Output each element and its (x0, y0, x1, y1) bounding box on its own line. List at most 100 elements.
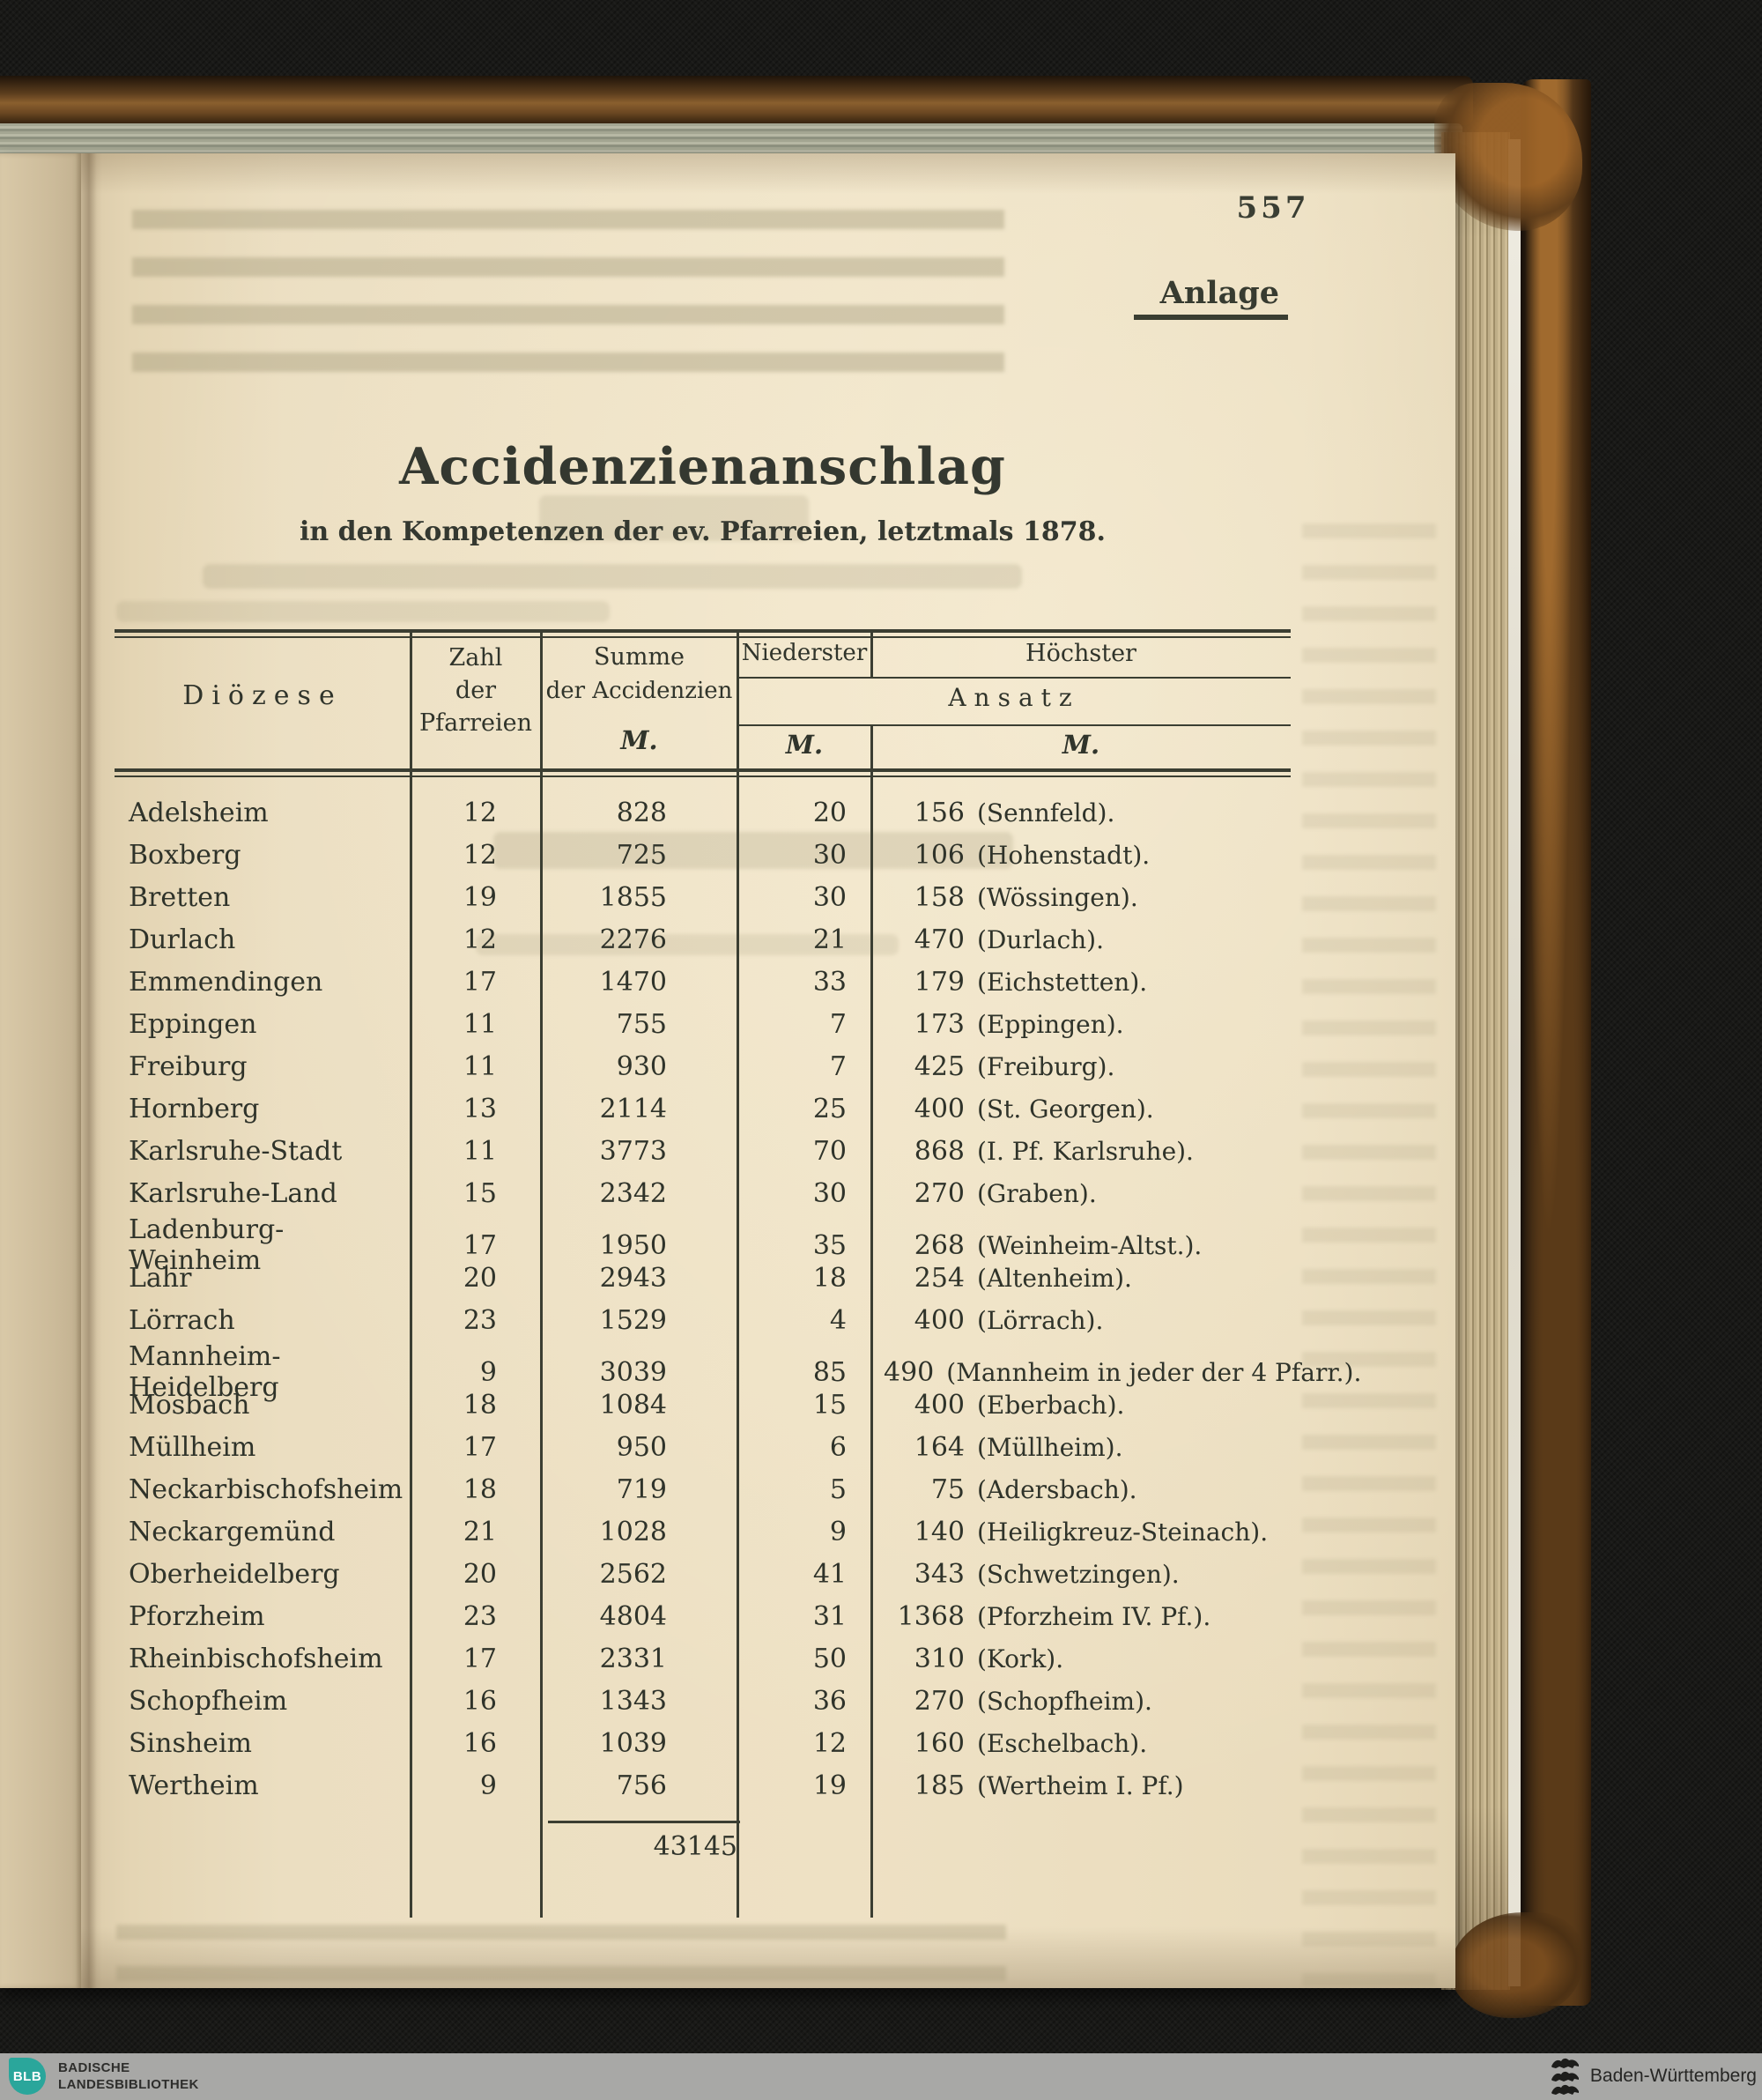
mark-currency-symbol: M. (620, 725, 658, 755)
highest-rate-place: (Graben). (977, 1178, 1097, 1208)
highest-rate-value: 270 (914, 1685, 965, 1717)
lowest-rate-value: 9 (829, 1516, 847, 1547)
lowest-rate-value: 36 (812, 1685, 847, 1717)
table-row: Karlsruhe-Stadt 11 3773 70 868 (I. Pf. K… (115, 1130, 1291, 1172)
diocese-name: Neckarbischofsheim (129, 1473, 403, 1505)
sum-value: 1855 (599, 881, 667, 913)
table-row: Oberheidelberg 20 2562 41 343 (Schwetzin… (115, 1553, 1291, 1595)
lowest-rate-value: 21 (812, 924, 847, 955)
highest-rate-cell: 164 (Müllheim). (871, 1432, 1291, 1463)
highest-rate-value: 158 (914, 881, 965, 913)
bleedthrough-ghost (116, 1925, 1006, 1985)
diocese-name: Mannheim-Heidelberg (129, 1341, 281, 1403)
parish-count-value: 16 (463, 1727, 497, 1759)
table-rule-header-bottom-outer (115, 768, 1291, 772)
table-row: Neckarbischofsheim 18 719 5 75 (Adersbac… (115, 1468, 1291, 1510)
highest-rate-cell: 160 (Eschelbach). (871, 1728, 1291, 1759)
lowest-rate-value: 7 (829, 1008, 847, 1040)
table-vrule-3 (737, 631, 739, 1918)
diocese-name: Bretten (129, 881, 231, 913)
diocese-name: Lörrach (129, 1304, 235, 1336)
table-vrule-4b (870, 724, 873, 1918)
highest-rate-value: 185 (914, 1770, 965, 1801)
highest-rate-value: 310 (914, 1643, 965, 1674)
parish-count-value: 17 (463, 1431, 497, 1463)
table-row: Sinsheim 16 1039 12 160 (Eschelbach). (115, 1722, 1291, 1764)
parish-count-value: 11 (463, 1050, 497, 1082)
diocese-name: Emmendingen (129, 966, 323, 998)
parish-count-value: 23 (463, 1304, 497, 1336)
highest-rate-value: 400 (914, 1389, 965, 1421)
bleedthrough-ghost (1302, 523, 1436, 1986)
highest-rate-cell: 270 (Schopfheim). (871, 1686, 1291, 1717)
table-rule-under-ansatz (737, 724, 1291, 726)
highest-rate-cell: 173 (Eppingen). (871, 1009, 1291, 1040)
library-branding: BLB BADISCHE LANDESBIBLIOTHEK (9, 2058, 199, 2095)
table-vrule-4a (870, 631, 873, 677)
highest-rate-place: (I. Pf. Karlsruhe). (977, 1136, 1194, 1166)
lowest-rate-value: 30 (812, 881, 847, 913)
highest-rate-value: 268 (914, 1229, 965, 1261)
highest-rate-place: (Altenheim). (977, 1263, 1132, 1293)
highest-rate-place: (Sennfeld). (977, 798, 1115, 827)
sum-value: 1084 (599, 1389, 667, 1421)
bleedthrough-ghost (203, 564, 1022, 589)
parish-count-value: 21 (463, 1516, 497, 1547)
lowest-rate-value: 20 (812, 797, 847, 828)
column-header-diocese: Diözese (182, 680, 343, 711)
table-rule-top-outer (115, 629, 1291, 633)
parish-count-value: 17 (463, 1229, 497, 1261)
highest-rate-cell: 400 (Eberbach). (871, 1390, 1291, 1421)
highest-rate-value: 179 (914, 966, 965, 998)
diocese-name: Schopfheim (129, 1685, 288, 1717)
table-rule-under-minmax (737, 677, 1291, 679)
blb-logo-text: BLB (12, 2068, 42, 2084)
table-row: Emmendingen 17 1470 33 179 (Eichstetten)… (115, 961, 1291, 1003)
parish-count-line3: Pfarreien (418, 709, 533, 737)
parish-count-value: 18 (463, 1473, 497, 1505)
diocese-name: Freiburg (129, 1050, 248, 1082)
highest-rate-place: (St. Georgen). (977, 1094, 1154, 1124)
diocese-name: Oberheidelberg (129, 1558, 340, 1590)
sum-line1: Summe (593, 643, 685, 671)
highest-rate-place: (Wertheim I. Pf.) (977, 1770, 1184, 1800)
table-rule-top-inner (115, 636, 1291, 638)
lowest-rate-value: 4 (829, 1304, 847, 1336)
parish-count-value: 12 (463, 839, 497, 871)
highest-rate-place: (Mannheim in jeder der 4 Pfarr.). (946, 1357, 1362, 1387)
column-header-sum: Summe der Accidenzien M. (541, 643, 737, 755)
highest-rate-value: 425 (914, 1050, 965, 1082)
sum-value: 719 (616, 1473, 667, 1505)
column-header-parish-count: Zahl der Pfarreien (411, 642, 541, 739)
table-row: Hornberg 13 2114 25 400 (St. Georgen). (115, 1087, 1291, 1130)
diocese-name: Lahr (129, 1262, 192, 1294)
sum-value: 950 (616, 1431, 667, 1463)
sum-value: 2342 (599, 1177, 667, 1209)
sum-value: 1343 (599, 1685, 667, 1717)
diocese-name: Müllheim (129, 1431, 256, 1463)
highest-rate-cell: 158 (Wössingen). (871, 882, 1291, 913)
table-row: Mannheim-Heidelberg 9 3039 85 490 (Mannh… (115, 1341, 1361, 1403)
diocese-name: Karlsruhe-Stadt (129, 1135, 343, 1167)
parish-count-value: 13 (463, 1093, 497, 1124)
page-edge-highlight (1508, 139, 1521, 1986)
leather-corner-top-right (1434, 83, 1582, 231)
diocese-name: Neckargemünd (129, 1516, 336, 1547)
blb-logo: BLB (9, 2058, 46, 2095)
sum-value: 1470 (599, 966, 667, 998)
table-row: Lahr 20 2943 18 254 (Altenheim). (115, 1257, 1291, 1299)
parish-count-value: 16 (463, 1685, 497, 1717)
highest-rate-place: (Schwetzingen). (977, 1559, 1180, 1589)
baden-wuerttemberg-coat-of-arms-icon (1551, 2058, 1579, 2095)
lowest-rate-value: 85 (812, 1356, 847, 1388)
page-subtitle: in den Kompetenzen der ev. Pfarreien, le… (300, 516, 1106, 547)
table-row: Adelsheim 12 828 20 156 (Sennfeld). (115, 791, 1291, 834)
lowest-rate-value: 41 (812, 1558, 847, 1590)
table-row: Wertheim 9 756 19 185 (Wertheim I. Pf.) (115, 1764, 1291, 1807)
state-branding: Baden-Württemberg (1550, 2057, 1757, 2096)
parish-count-value: 9 (479, 1356, 497, 1388)
sum-value: 2276 (599, 924, 667, 955)
lowest-rate-value: 6 (829, 1431, 847, 1463)
highest-rate-cell: 425 (Freiburg). (871, 1051, 1291, 1082)
parish-count-value: 15 (463, 1177, 497, 1209)
